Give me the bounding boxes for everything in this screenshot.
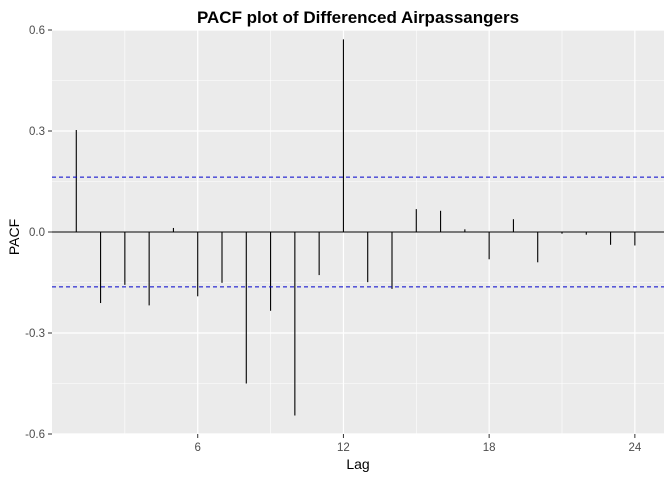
x-axis-ticks: 6 12 18 24 bbox=[195, 434, 642, 454]
x-tick-label: 18 bbox=[483, 442, 496, 454]
y-tick-label: 0.0 bbox=[29, 227, 45, 239]
y-tick-label: 0.6 bbox=[29, 25, 45, 37]
chart-title: PACF plot of Differenced Airpassangers bbox=[197, 8, 519, 27]
y-tick-label: -0.3 bbox=[25, 328, 45, 340]
y-tick-label: 0.3 bbox=[29, 126, 45, 138]
pacf-bars bbox=[75, 39, 636, 416]
y-tick-label: -0.6 bbox=[25, 429, 45, 441]
x-tick-label: 6 bbox=[195, 442, 201, 454]
x-tick-label: 12 bbox=[337, 442, 350, 454]
x-axis-title: Lag bbox=[346, 456, 369, 472]
y-axis-title: PACF bbox=[6, 219, 22, 255]
y-axis-ticks: -0.6 -0.3 0.0 0.3 0.6 bbox=[25, 25, 52, 441]
x-tick-label: 24 bbox=[628, 442, 641, 454]
